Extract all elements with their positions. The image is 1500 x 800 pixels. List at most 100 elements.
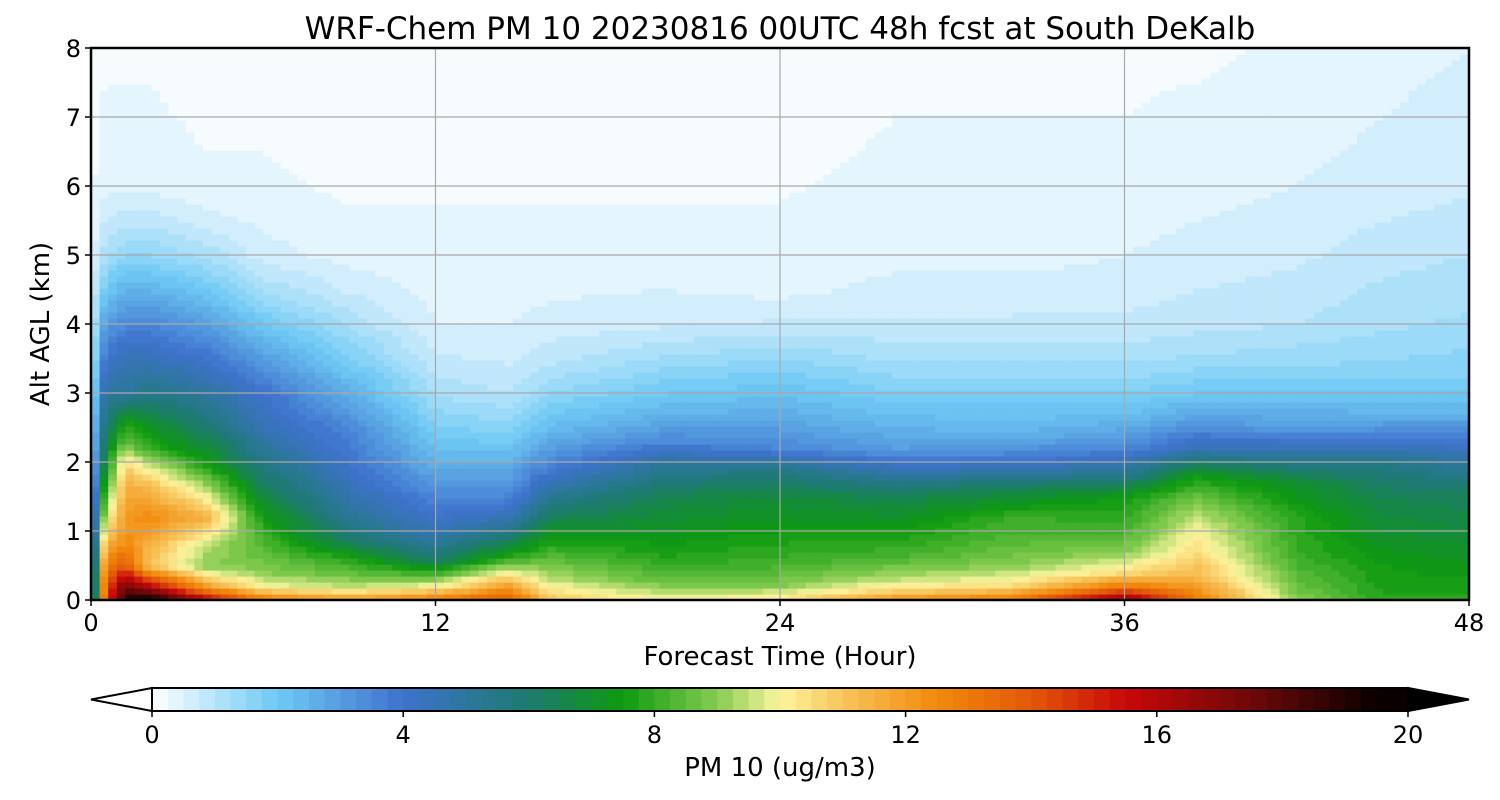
heatmap-cell [134, 414, 144, 421]
heatmap-cell [280, 120, 290, 127]
heatmap-cell [383, 588, 394, 595]
heatmap-cell [383, 564, 394, 571]
heatmap-cell [349, 438, 359, 445]
heatmap-cell [418, 564, 428, 571]
heatmap-cell [306, 288, 316, 295]
heatmap-cell [202, 204, 213, 211]
heatmap-cell [159, 60, 170, 67]
heatmap-cell [159, 222, 170, 229]
heatmap-cell [530, 234, 540, 241]
heatmap-cell [513, 48, 523, 55]
heatmap-cell [444, 504, 454, 511]
heatmap-cell [513, 396, 523, 403]
heatmap-cell [314, 312, 325, 319]
heatmap-cell [99, 438, 109, 445]
heatmap-cell [263, 180, 273, 187]
heatmap-cell [254, 426, 264, 433]
heatmap-cell [116, 420, 127, 427]
heatmap-cell [297, 168, 307, 175]
heatmap-cell [513, 312, 523, 319]
heatmap-cell [409, 54, 419, 61]
heatmap-cell [194, 588, 204, 595]
heatmap-cell [194, 498, 204, 505]
heatmap-cell [383, 546, 394, 553]
heatmap-cell [202, 498, 213, 505]
heatmap-cell [168, 72, 178, 79]
heatmap-cell [401, 426, 411, 433]
heatmap-cell [366, 276, 376, 283]
heatmap-cell [323, 396, 333, 403]
heatmap-cell [108, 582, 118, 589]
heatmap-cell [383, 198, 394, 205]
heatmap-cell [383, 132, 394, 139]
heatmap-cell [202, 138, 213, 145]
heatmap-cell [418, 90, 428, 97]
heatmap-cell [349, 534, 359, 541]
heatmap-cell [332, 576, 342, 583]
heatmap-cell [185, 420, 195, 427]
heatmap-cell [134, 294, 144, 301]
heatmap-cell [116, 204, 127, 211]
heatmap-cell [280, 108, 290, 115]
heatmap-cell [418, 72, 428, 79]
heatmap-cell [228, 132, 239, 139]
heatmap-cell [142, 216, 152, 223]
heatmap-cell [513, 318, 523, 325]
heatmap-cell [99, 516, 109, 523]
heatmap-cell [323, 312, 333, 319]
heatmap-cell [108, 360, 118, 367]
heatmap-cell [332, 144, 342, 151]
heatmap-cell [151, 450, 161, 457]
heatmap-cell [116, 48, 127, 55]
heatmap-cell [254, 126, 264, 133]
heatmap-cell [409, 66, 419, 73]
heatmap-cell [513, 546, 523, 553]
heatmap-cell [349, 312, 359, 319]
heatmap-cell [444, 192, 454, 199]
heatmap-cell [521, 288, 531, 295]
heatmap-cell [495, 504, 505, 511]
heatmap-cell [375, 54, 385, 61]
heatmap-cell [349, 60, 359, 67]
heatmap-cell [461, 216, 471, 223]
heatmap-cell [461, 240, 471, 247]
heatmap-cell [349, 126, 359, 133]
heatmap-cell [202, 228, 213, 235]
heatmap-cell [177, 492, 187, 499]
heatmap-cell [530, 450, 540, 457]
heatmap-cell [513, 294, 523, 301]
heatmap-cell [91, 426, 101, 433]
heatmap-cell [125, 264, 135, 271]
heatmap-cell [246, 60, 256, 67]
heatmap-cell [280, 264, 290, 271]
heatmap-cell [452, 414, 462, 421]
heatmap-cell [246, 150, 256, 157]
heatmap-cell [125, 588, 135, 595]
heatmap-cell [556, 588, 566, 595]
heatmap-cell [159, 582, 170, 589]
heatmap-cell [461, 294, 471, 301]
heatmap-cell [159, 108, 170, 115]
heatmap-cell [444, 522, 454, 529]
heatmap-cell [116, 450, 127, 457]
heatmap-cell [323, 462, 333, 469]
heatmap-cell [211, 450, 221, 457]
heatmap-cell [478, 90, 488, 97]
heatmap-cell [108, 336, 118, 343]
heatmap-cell [538, 138, 549, 145]
heatmap-cell [297, 222, 307, 229]
heatmap-cell [211, 576, 221, 583]
heatmap-cell [401, 192, 411, 199]
heatmap-cell [383, 516, 394, 523]
heatmap-cell [280, 144, 290, 151]
heatmap-cell [91, 342, 101, 349]
heatmap-cell [469, 558, 480, 565]
heatmap-cell [237, 96, 247, 103]
heatmap-cell [461, 180, 471, 187]
heatmap-cell [185, 432, 195, 439]
heatmap-cell [392, 474, 402, 481]
heatmap-cell [91, 354, 101, 361]
heatmap-cell [99, 486, 109, 493]
heatmap-cell [159, 306, 170, 313]
heatmap-cell [469, 120, 480, 127]
